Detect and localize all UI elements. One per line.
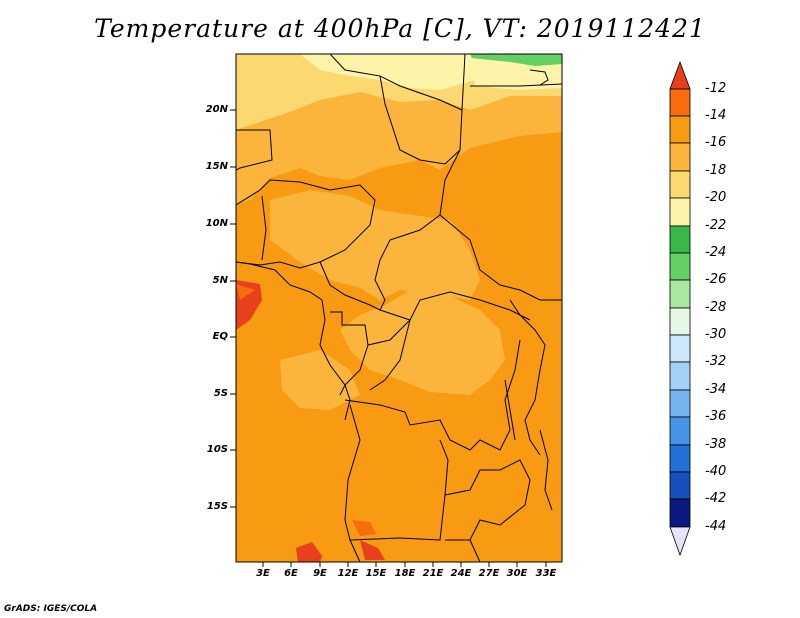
border-gabon	[330, 311, 369, 396]
colorbar-bin	[669, 471, 691, 500]
coastline-west	[236, 261, 351, 421]
lat-label: 15N	[205, 161, 228, 172]
colorbar-label: -42	[705, 491, 727, 506]
lat-label: 10N	[205, 218, 228, 229]
border-chad-north	[461, 54, 466, 111]
colorbar-bin	[669, 279, 691, 309]
colorbar-bin	[669, 444, 691, 473]
colorbar-label: -22	[705, 218, 727, 233]
colorbar-label: -14	[705, 108, 727, 123]
border-zimbabwe	[469, 539, 481, 562]
field-minus25-spot	[470, 54, 562, 66]
colorbar-bin	[669, 389, 691, 418]
lon-label: 24E	[450, 568, 472, 579]
field-minus17-central	[270, 190, 480, 300]
colorbar-label: -16	[705, 135, 727, 150]
colorbar-bin	[669, 498, 691, 528]
lon-label: 21E	[422, 568, 444, 579]
colorbar-label: -26	[705, 272, 727, 287]
colorbar-top-arrow	[669, 60, 691, 90]
colorbar-bin	[669, 307, 691, 336]
lon-label: 27E	[478, 568, 500, 579]
border-nigeria	[236, 179, 376, 269]
field-minus13-south-a	[296, 542, 322, 562]
field-minus13-south-b	[360, 540, 385, 560]
colorbar-bin	[669, 225, 691, 254]
border-congo	[367, 318, 411, 391]
lon-label: 12E	[337, 568, 359, 579]
lat-label: 5S	[213, 388, 228, 399]
colorbar-bin	[669, 361, 691, 391]
field-minus21	[300, 54, 480, 90]
colorbar-label: -24	[705, 245, 727, 260]
field-minus15-south	[236, 440, 562, 562]
field-minus14-south	[352, 520, 376, 536]
lake-malawi	[539, 429, 553, 511]
colorbar-label: -36	[705, 409, 727, 424]
border-zambia	[444, 459, 531, 541]
map-title: Temperature at 400hPa [C], VT: 201911242…	[94, 14, 706, 43]
colorbar-bin	[669, 416, 691, 446]
lon-label: 33E	[535, 568, 557, 579]
lon-ticks	[262, 562, 547, 567]
field-minus14-west	[236, 284, 255, 300]
lon-label: 9E	[313, 568, 327, 579]
border-egypt	[470, 83, 562, 87]
border-drc	[344, 339, 521, 451]
map-frame	[235, 53, 563, 563]
colorbar-label: -40	[705, 464, 727, 479]
colorbar-bin	[669, 88, 691, 117]
grads-credit: GrADS: IGES/COLA	[4, 604, 98, 614]
colorbar-bin	[669, 170, 691, 199]
lake-tanganyika	[504, 379, 516, 441]
field-minus17-congo	[340, 290, 505, 395]
lon-label: 30E	[506, 568, 528, 579]
colorbar-label: -28	[705, 300, 727, 315]
colorbar-bottom-arrow	[669, 526, 691, 557]
lat-label: EQ	[212, 331, 228, 342]
border-east	[509, 299, 546, 456]
lat-label: 15S	[206, 501, 228, 512]
lon-label: 15E	[365, 568, 387, 579]
border-angola	[344, 404, 449, 541]
colorbar-label: -34	[705, 382, 727, 397]
colorbar-bin	[669, 142, 691, 172]
lat-label: 20N	[205, 104, 228, 115]
colorbar-label: -44	[705, 519, 727, 534]
colorbar-label: -12	[705, 81, 727, 96]
lat-ticks	[230, 109, 236, 508]
border-car	[374, 149, 461, 311]
border-benin	[261, 195, 267, 261]
lon-label: 6E	[284, 568, 298, 579]
temperature-field	[236, 54, 562, 562]
colorbar-bin	[669, 197, 691, 227]
colorbar-label: -30	[705, 327, 727, 342]
nile-fragment	[529, 69, 549, 86]
colorbar-bin	[669, 115, 691, 144]
lon-label: 3E	[256, 568, 270, 579]
border-chad	[329, 54, 463, 165]
colorbar-bin	[669, 334, 691, 363]
lon-label: 18E	[394, 568, 416, 579]
border-nw	[236, 129, 273, 171]
colorbar-label: -32	[705, 354, 727, 369]
lat-label: 10S	[206, 444, 228, 455]
colorbar-label: -18	[705, 163, 727, 178]
colorbar	[669, 60, 691, 557]
border-namibia	[349, 539, 361, 562]
country-borders	[236, 54, 562, 562]
border-sudan	[439, 214, 562, 301]
colorbar-label: -38	[705, 437, 727, 452]
colorbar-bin	[669, 252, 691, 281]
lat-label: 5N	[212, 275, 228, 286]
colorbar-label: -20	[705, 190, 727, 205]
